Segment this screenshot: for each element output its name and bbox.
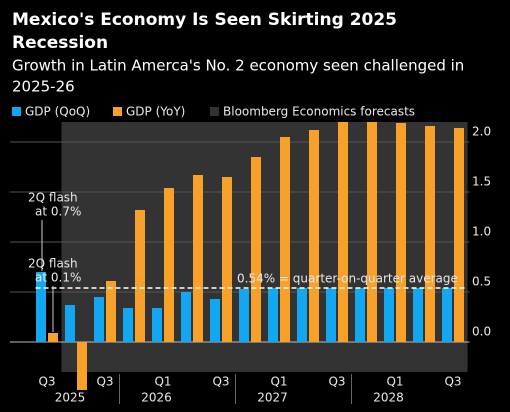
y-tick-label: 0.5 <box>472 275 491 289</box>
bar <box>123 308 133 342</box>
bar <box>251 157 261 342</box>
bar <box>164 188 174 342</box>
bar <box>413 288 423 342</box>
bar <box>425 126 435 342</box>
bar <box>36 272 46 342</box>
legend-swatch <box>12 107 21 116</box>
year-label: 2026 <box>141 391 172 405</box>
bar <box>181 292 191 342</box>
annotation: at 0.1% <box>35 271 81 285</box>
bar <box>442 288 452 342</box>
x-tick-label: Q3 <box>96 375 113 389</box>
year-label: 2027 <box>257 391 288 405</box>
bar <box>309 130 319 342</box>
chart-subtitle: Growth in Latin Amerca's No. 2 economy s… <box>12 57 464 75</box>
year-label: 2028 <box>373 391 404 405</box>
bar <box>454 128 464 342</box>
chart-title: Recession <box>12 33 108 53</box>
x-tick-label: Q1 <box>154 375 171 389</box>
bar <box>77 342 87 390</box>
bar <box>210 299 220 342</box>
average-label: 0.54% = quarter-on-quarter average <box>237 272 458 286</box>
bar <box>239 289 249 342</box>
legend-label: GDP (YoY) <box>126 105 185 119</box>
year-label: 2025 <box>55 391 86 405</box>
y-tick-label: 1.5 <box>472 175 491 189</box>
chart-subtitle: 2025-26 <box>12 78 75 96</box>
x-tick-label: Q3 <box>38 375 55 389</box>
bar <box>65 305 75 342</box>
bar <box>135 210 145 342</box>
bar <box>94 297 104 342</box>
bar <box>326 288 336 342</box>
bar <box>367 122 377 342</box>
x-tick-label: Q3 <box>444 375 461 389</box>
legend-swatch <box>113 107 122 116</box>
bar <box>355 288 365 342</box>
bar <box>384 288 394 342</box>
annotation: 2Q flash <box>28 257 78 271</box>
annotation: at 0.7% <box>35 205 81 219</box>
bar <box>297 288 307 342</box>
chart-title: Mexico's Economy Is Seen Skirting 2025 <box>12 10 397 30</box>
bar <box>222 177 232 342</box>
x-tick-label: Q1 <box>386 375 403 389</box>
x-tick-label: Q3 <box>212 375 229 389</box>
y-tick-label: 1.0 <box>472 225 491 239</box>
x-tick-label: Q3 <box>328 375 345 389</box>
bar <box>396 123 406 342</box>
bar <box>152 308 162 342</box>
y-tick-label: 2.0 <box>472 125 491 139</box>
bar <box>106 281 116 342</box>
legend-swatch <box>210 107 219 116</box>
x-tick-label: Q1 <box>270 375 287 389</box>
annotation: 2Q flash <box>28 191 78 205</box>
forecast-shade <box>61 122 468 372</box>
bar <box>338 122 348 342</box>
bar <box>193 175 203 342</box>
bar <box>268 288 278 342</box>
legend-label: GDP (QoQ) <box>25 105 90 119</box>
bar <box>280 137 290 342</box>
y-tick-label: 0.0 <box>472 325 491 339</box>
legend-label: Bloomberg Economics forecasts <box>223 105 415 119</box>
bar <box>48 333 58 342</box>
